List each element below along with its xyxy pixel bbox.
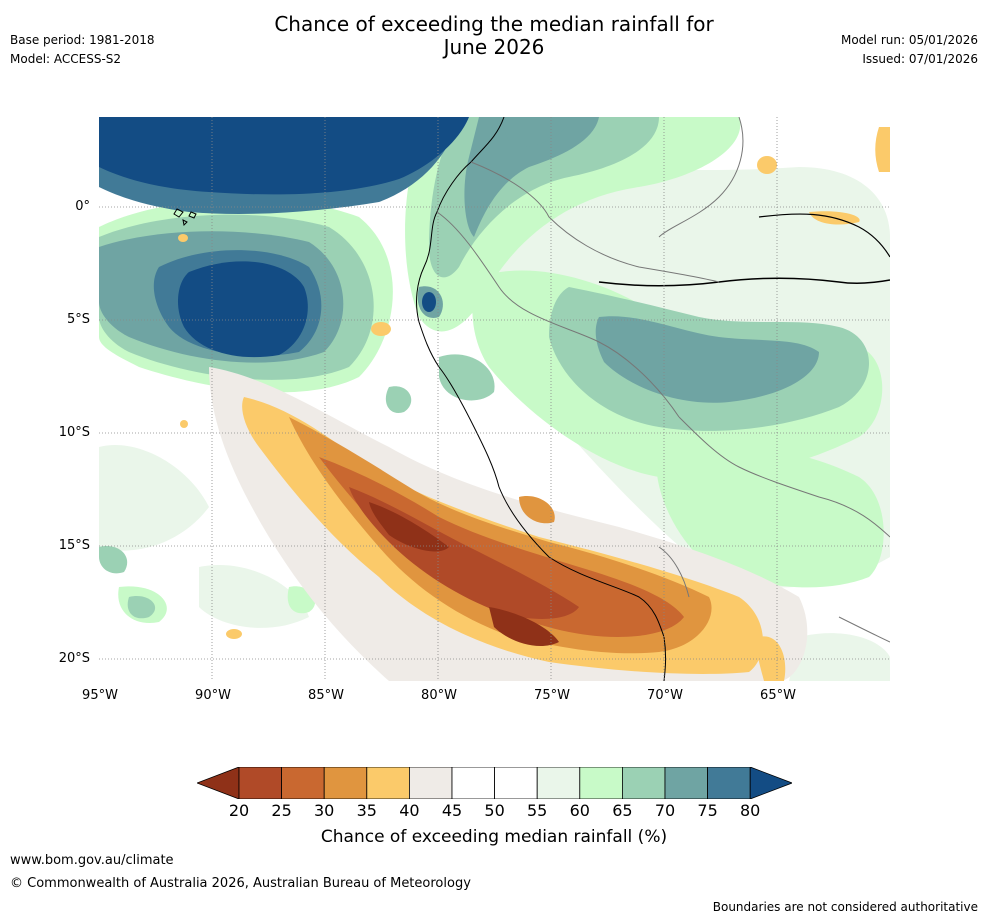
colorbar-swatch	[621, 766, 666, 800]
copyright-notice: © Commonwealth of Australia 2026, Austra…	[10, 876, 471, 891]
colorbar-tick-label: 80	[740, 801, 761, 820]
colorbar-under-arrow	[195, 766, 240, 800]
colorbar-swatch	[451, 766, 495, 800]
river-north	[758, 213, 890, 258]
colorbar-tick-label: 55	[527, 801, 548, 820]
colorbar-tick-label: 50	[484, 801, 505, 820]
country-borders	[436, 117, 890, 643]
website-link[interactable]: www.bom.gov.au/climate	[10, 853, 174, 868]
colorbar-swatch	[494, 766, 538, 800]
dark-blue-areas	[99, 117, 677, 681]
base-period: Base period: 1981-2018	[10, 33, 155, 47]
colorbar-tick-label: 65	[612, 801, 633, 820]
lon-label-75w: 75°W	[534, 688, 570, 703]
colorbar-tick-label: 40	[399, 801, 420, 820]
colorbar-tick-label: 20	[228, 801, 250, 820]
colorbar-swatch	[238, 766, 282, 800]
colorbar-tick-label: 45	[441, 801, 463, 820]
colorbar-swatch	[664, 766, 708, 800]
boundaries-disclaimer: Boundaries are not considered authoritat…	[712, 900, 978, 914]
river-amazon	[598, 277, 890, 287]
lon-label-65w: 65°W	[760, 688, 796, 703]
colorbar-swatch	[408, 766, 453, 800]
colorbar-tick-label: 75	[697, 801, 718, 820]
colorbar-tick-label: 60	[569, 801, 590, 820]
lat-label-0: 0°	[75, 199, 90, 214]
lon-label-85w: 85°W	[308, 688, 344, 703]
colorbar-swatch	[323, 766, 368, 800]
dry-areas	[178, 127, 890, 681]
colorbar-swatch	[281, 766, 325, 800]
colorbar-swatch	[579, 766, 623, 800]
colorbar	[195, 766, 794, 800]
title-line-1: Chance of exceeding the median rainfall …	[274, 12, 714, 36]
colorbar-swatch	[536, 766, 581, 800]
rainfall-map	[99, 117, 890, 681]
graticule	[99, 117, 890, 681]
lon-label-95w: 95°W	[82, 688, 118, 703]
colorbar-tick-label: 70	[654, 801, 676, 820]
colorbar-tick-label: 25	[271, 801, 292, 820]
lon-label-70w: 70°W	[647, 688, 683, 703]
lon-label-80w: 80°W	[421, 688, 457, 703]
lat-label-5s: 5°S	[66, 312, 90, 327]
model-name: Model: ACCESS-S2	[10, 52, 122, 66]
coastline	[416, 117, 667, 681]
issued-date: Issued: 07/01/2026	[862, 52, 978, 66]
title-line-2: June 2026	[443, 35, 545, 59]
colorbar-over-arrow	[749, 766, 794, 800]
colorbar-title: Chance of exceeding median rainfall (%)	[320, 827, 668, 847]
lat-label-10s: 10°S	[58, 425, 90, 440]
lat-label-20s: 20°S	[58, 651, 90, 666]
colorbar-swatch	[366, 766, 410, 800]
galapagos-islands	[173, 208, 197, 227]
colorbar-swatch	[707, 766, 751, 800]
model-run: Model run: 05/01/2026	[840, 33, 978, 47]
colorbar-tick-label: 35	[356, 801, 377, 820]
lat-label-15s: 15°S	[58, 538, 90, 553]
colorbar-tick-label: 30	[314, 801, 335, 820]
lon-label-90w: 90°W	[195, 688, 231, 703]
colorbar-swatches	[195, 766, 794, 800]
map-title: Chance of exceeding the median rainfall …	[0, 13, 988, 59]
colorbar-ticks: 20 25 30 35 40 45 50 55 60 65 70 75 80	[0, 801, 988, 821]
